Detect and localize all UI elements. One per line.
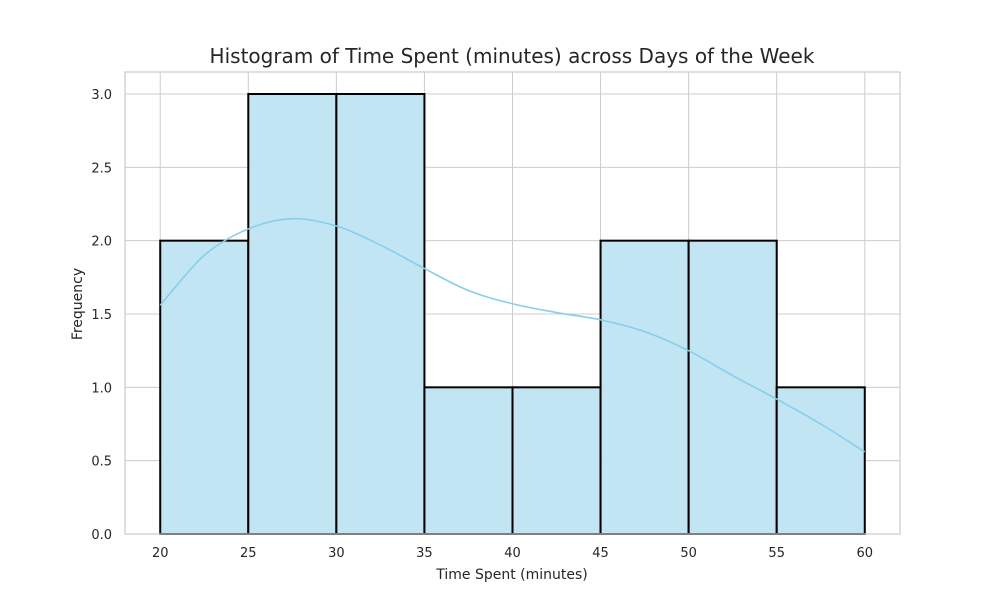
histogram-bar	[599, 239, 690, 536]
histogram-bar	[687, 239, 778, 536]
histogram-bar	[423, 386, 514, 536]
x-tick-label: 60	[856, 546, 873, 561]
histogram-bars	[159, 93, 866, 536]
histogram-bar	[775, 386, 866, 536]
x-tick-label: 30	[328, 546, 345, 561]
x-tick-label: 35	[416, 546, 433, 561]
y-tick-label: 2.5	[91, 161, 112, 176]
histogram-bar	[335, 93, 426, 535]
kde-curve	[159, 217, 866, 453]
y-axis-label: Frequency	[70, 268, 86, 340]
histogram-bar	[247, 93, 338, 535]
x-tick-labels: 20 25 30 35 40 45 50 55 60	[152, 546, 873, 561]
x-tick-label: 25	[240, 546, 257, 561]
kde-curve-group	[159, 217, 866, 453]
x-axis-label: Time Spent (minutes)	[435, 567, 588, 583]
chart-title: Histogram of Time Spent (minutes) across…	[210, 44, 815, 68]
x-tick-label: 20	[152, 546, 169, 561]
y-tick-labels: 0.0 0.5 1.0 1.5 2.0 2.5 3.0	[91, 88, 112, 543]
x-tick-label: 55	[768, 546, 785, 561]
histogram-bar	[511, 386, 602, 536]
y-tick-label: 1.0	[91, 381, 112, 396]
y-tick-label: 3.0	[91, 88, 112, 103]
y-tick-label: 0.0	[91, 528, 112, 543]
x-tick-label: 50	[680, 546, 697, 561]
histogram-bar	[159, 239, 250, 536]
y-tick-label: 1.5	[91, 308, 112, 323]
x-tick-label: 40	[504, 546, 521, 561]
x-tick-label: 45	[592, 546, 609, 561]
y-tick-label: 0.5	[91, 455, 112, 470]
y-tick-label: 2.0	[91, 235, 112, 250]
plot-frame	[124, 71, 901, 535]
